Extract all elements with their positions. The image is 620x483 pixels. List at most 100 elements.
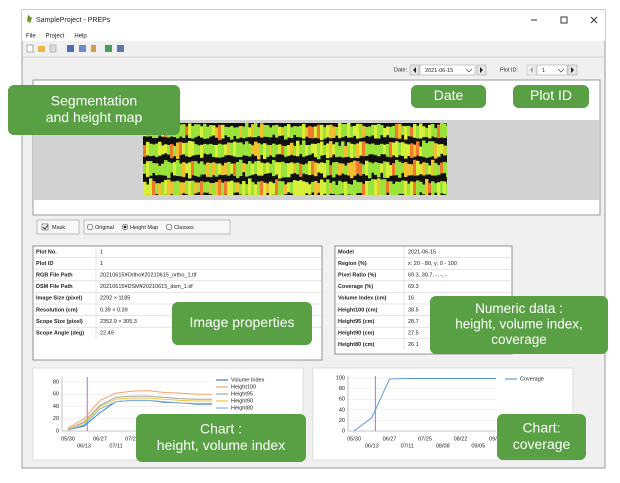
- new-icon[interactable]: [26, 44, 34, 53]
- map-cell: [356, 143, 360, 159]
- row-label: Model: [338, 249, 354, 255]
- map-cell: [242, 163, 246, 173]
- map-cell: [230, 163, 234, 174]
- map-cell: [230, 126, 234, 140]
- maximize-button[interactable]: [560, 16, 568, 24]
- date-picker[interactable]: [419, 64, 476, 76]
- x-tick-label: 08/08: [436, 443, 450, 449]
- map-cell: [383, 127, 387, 138]
- map-cell: [191, 180, 195, 195]
- x-tick-label: 09/19: [489, 436, 503, 442]
- map-cell: [320, 124, 324, 141]
- map-cell: [317, 143, 321, 160]
- map-cell: [410, 127, 414, 137]
- legend-label: Height95: [231, 391, 253, 397]
- map-cell: [428, 124, 432, 139]
- map-cell: [359, 182, 363, 193]
- map-cell: [341, 163, 345, 174]
- map-cell: [284, 163, 288, 178]
- map-cell: [437, 144, 441, 157]
- map-cell: [347, 183, 351, 195]
- map-cell: [410, 181, 414, 195]
- row-value: 69.3: [408, 284, 419, 290]
- radio-button[interactable]: [165, 223, 173, 231]
- map-cell: [398, 142, 402, 156]
- map-cell: [440, 181, 444, 194]
- map-cell: [317, 124, 321, 139]
- map-cell: [155, 183, 159, 194]
- map-cell: [434, 128, 438, 138]
- menu: File Project Help: [26, 34, 87, 40]
- map-cell: [236, 142, 240, 158]
- map-cell: [389, 126, 393, 138]
- close-button[interactable]: [590, 16, 598, 24]
- row-label: Plot No.: [36, 249, 57, 255]
- mask-checkbox[interactable]: [41, 223, 49, 231]
- map-cell: [401, 125, 405, 135]
- map-cell: [266, 125, 270, 137]
- settings-icon[interactable]: [117, 45, 124, 52]
- menu-item[interactable]: Project: [46, 34, 65, 40]
- map-cell: [227, 127, 231, 138]
- map-cell: [221, 124, 225, 139]
- map-cell: [329, 165, 333, 176]
- map-cell: [389, 181, 393, 195]
- map-cell: [287, 145, 291, 156]
- map-cell: [374, 162, 378, 175]
- export-icon[interactable]: [105, 45, 112, 52]
- row-label: Height90 (cm): [338, 330, 375, 336]
- map-cell: [419, 123, 423, 139]
- plot-id-picker[interactable]: [536, 64, 568, 76]
- map-cell: [254, 184, 258, 195]
- chart-icon[interactable]: [91, 45, 96, 52]
- map-cell: [242, 144, 246, 156]
- map-cell: [260, 123, 264, 138]
- map-cell: [203, 143, 207, 154]
- series-line: [353, 378, 496, 432]
- callout-text: height, volume index,: [455, 317, 583, 332]
- open-icon[interactable]: [38, 46, 45, 52]
- map-cell: [347, 142, 351, 157]
- map-cell: [422, 126, 426, 138]
- map-cell: [149, 178, 153, 195]
- callout-text: Segmentation: [51, 93, 137, 109]
- map-cell: [173, 145, 177, 157]
- map-cell: [422, 140, 426, 157]
- menu-item[interactable]: Help: [74, 34, 87, 40]
- map-cell: [218, 179, 222, 195]
- map-cell: [365, 143, 369, 156]
- map-cell: [143, 181, 147, 195]
- save-icon[interactable]: [49, 44, 57, 53]
- map-cell: [398, 161, 402, 178]
- grid-icon[interactable]: [79, 45, 86, 52]
- map-cell: [257, 127, 261, 137]
- map-cell: [266, 183, 270, 194]
- radio-button[interactable]: [86, 223, 94, 231]
- menu-item[interactable]: File: [26, 34, 36, 40]
- map-cell: [413, 181, 417, 195]
- map-cell: [437, 124, 441, 139]
- map-cell: [311, 160, 315, 175]
- callout-box: [172, 302, 312, 345]
- map-cell: [428, 165, 432, 175]
- table-icon[interactable]: [67, 45, 74, 52]
- map-cell: [260, 144, 264, 156]
- map-cell: [347, 123, 351, 138]
- map-cell: [266, 144, 270, 157]
- map-cell: [302, 164, 306, 174]
- map-cell: [344, 124, 348, 137]
- x-tick-label: 06/27: [383, 436, 397, 442]
- map-cell: [404, 143, 408, 159]
- map-cell: [431, 181, 435, 195]
- map-cell: [341, 124, 345, 138]
- map-cell: [305, 182, 309, 194]
- map-cell: [179, 124, 183, 137]
- map-cell: [296, 126, 300, 138]
- model-results-rows: Model 2021-06-15 Region (%) x: 20 - 80, y: …: [335, 246, 512, 351]
- callout-text: height, volume index: [157, 437, 285, 453]
- map-cell: [251, 182, 255, 195]
- map-cell: [296, 180, 300, 195]
- map-cell: [281, 161, 285, 178]
- map-cell: [260, 180, 264, 195]
